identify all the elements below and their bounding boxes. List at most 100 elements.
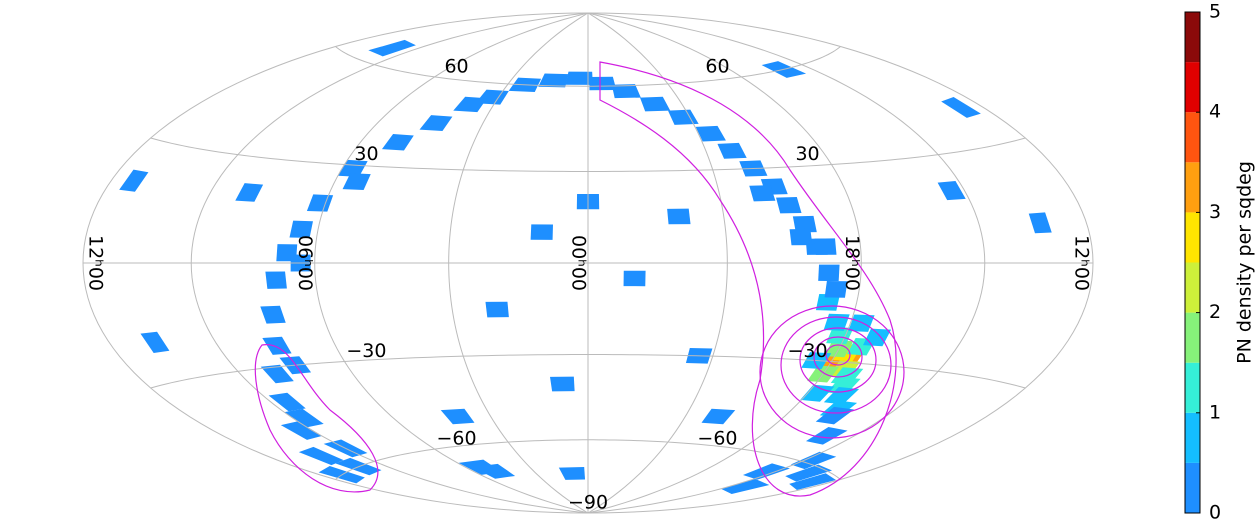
- density-cell: [440, 408, 475, 425]
- density-cell: [1028, 212, 1052, 234]
- density-cell: [268, 392, 306, 412]
- density-cell: [937, 181, 966, 201]
- ra-label: 12ʰ00: [85, 235, 107, 291]
- density-cell: [668, 109, 699, 125]
- dec-label: −30: [346, 340, 386, 362]
- colorbar-tick-label: 2: [1209, 301, 1221, 323]
- colorbar-band: [1185, 362, 1200, 413]
- density-cell: [814, 238, 837, 255]
- density-cell: [485, 301, 509, 318]
- density-cell: [306, 194, 334, 212]
- colorbar-tick-label: 0: [1209, 502, 1221, 524]
- density-cell: [280, 421, 323, 440]
- colorbar-band: [1185, 162, 1200, 213]
- density-cell: [701, 408, 736, 425]
- ra-label: 12ʰ00: [1071, 235, 1093, 291]
- density-cell: [549, 376, 575, 392]
- colorbar-label: PN density per sqdeg: [1234, 161, 1256, 364]
- density-cell: [558, 467, 586, 480]
- density-cell: [623, 270, 646, 287]
- colorbar-band: [1185, 312, 1200, 363]
- colorbar-band: [1185, 62, 1200, 113]
- density-cell: [342, 173, 371, 190]
- colorbar-band: [1185, 462, 1200, 513]
- density-cell: [776, 196, 802, 214]
- density-cell: [824, 281, 848, 298]
- density-cell: [262, 336, 292, 355]
- density-cell: [589, 76, 617, 91]
- colorbar-band: [1185, 12, 1200, 63]
- density-cell: [815, 406, 855, 425]
- contour: [780, 316, 892, 414]
- graticule: [82, 12, 1094, 514]
- density-cell: [805, 427, 848, 445]
- density-cell: [419, 115, 453, 132]
- dec-label: −60: [697, 428, 737, 450]
- density-cell: [826, 377, 861, 395]
- contour: [799, 327, 877, 393]
- density-cell: [530, 224, 553, 240]
- density-cell: [789, 473, 836, 490]
- density-cell: [790, 451, 837, 470]
- density-cell: [368, 39, 416, 57]
- dec-label: 30: [795, 143, 819, 165]
- contours: [254, 61, 905, 497]
- colorbar-tick-label: 3: [1209, 201, 1221, 223]
- density-cell: [749, 185, 776, 202]
- parallel: [335, 46, 841, 87]
- density-cell: [453, 96, 488, 113]
- density-cell: [941, 96, 981, 118]
- parallel: [150, 137, 1026, 172]
- density-cell: [789, 228, 813, 246]
- contour: [254, 344, 379, 493]
- density-cell: [695, 125, 726, 142]
- colorbar-band: [1185, 262, 1200, 313]
- colorbar-tick-label: 5: [1209, 1, 1221, 23]
- density-cell: [611, 84, 641, 99]
- density-cell: [298, 446, 344, 466]
- density-cell: [742, 463, 790, 480]
- dec-label: 60: [705, 55, 729, 77]
- density-cell: [785, 464, 833, 482]
- colorbar-tick-label: 1: [1209, 401, 1221, 423]
- density-cell: [260, 364, 294, 384]
- dec-label: 60: [444, 55, 468, 77]
- colorbar-band: [1185, 112, 1200, 163]
- density-cell: [667, 208, 691, 225]
- density-cell: [235, 183, 264, 202]
- dec-label: −60: [436, 428, 476, 450]
- colorbar: 0 1 2 3 4 5 PN density per sqdeg: [1184, 1, 1256, 524]
- density-cell: [720, 478, 770, 495]
- contour: [825, 344, 851, 366]
- density-cell: [538, 73, 569, 88]
- contour: [759, 305, 905, 439]
- parallel: [335, 439, 841, 480]
- dec-label: −90: [568, 492, 608, 514]
- density-cell: [260, 305, 286, 324]
- density-cell: [848, 314, 875, 332]
- density-cell: [823, 313, 850, 331]
- ra-label: 06ʰ00: [294, 235, 316, 291]
- density-cell: [792, 215, 817, 233]
- contour: [599, 61, 897, 497]
- colorbar-tick-label: 4: [1209, 101, 1221, 123]
- density-cell: [458, 459, 502, 475]
- contour: [813, 336, 863, 378]
- density-cell: [289, 220, 313, 238]
- graticule-labels: 60 60 30 30 −30 −30 −60 −60 −90 12ʰ00 12ʰ00 06ʰ00 00…: [85, 55, 1093, 513]
- density-cell: [265, 271, 287, 289]
- colorbar-frame: [1184, 11, 1201, 514]
- colorbar-band: [1185, 412, 1200, 463]
- density-cell: [818, 264, 840, 282]
- colorbar-band: [1185, 212, 1200, 263]
- density-cell: [640, 96, 671, 112]
- density-cell: [284, 408, 324, 428]
- dec-label: 30: [354, 143, 378, 165]
- ra-label: 00ʰ00: [568, 235, 590, 291]
- density-cell: [823, 386, 860, 405]
- density-cell: [381, 134, 414, 151]
- ra-label: 18ʰ00: [841, 235, 863, 291]
- density-cell: [800, 384, 835, 402]
- density-cell: [119, 169, 149, 192]
